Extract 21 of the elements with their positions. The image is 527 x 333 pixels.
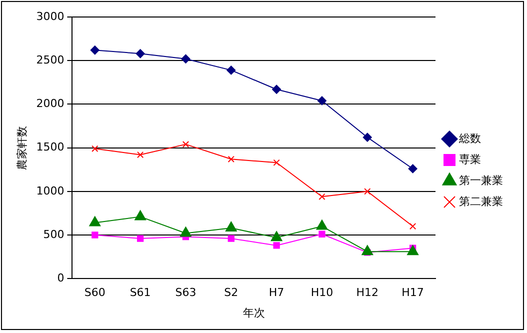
- y-tick-label: 2500: [36, 53, 64, 66]
- y-tick-label: 1500: [36, 140, 64, 154]
- x-tick-label: S2: [224, 286, 238, 300]
- legend-label: 第一兼業: [459, 174, 503, 187]
- y-axis-title: 農家軒数: [15, 126, 28, 170]
- y-tick-label: 1000: [36, 184, 64, 198]
- x-tick-label: H12: [356, 286, 379, 300]
- x-tick-label: H7: [268, 286, 284, 300]
- x-tick-label: H10: [310, 286, 334, 300]
- x-tick-label: S63: [175, 286, 196, 300]
- legend-label: 専業: [459, 152, 481, 166]
- x-axis-title: 年次: [242, 306, 265, 320]
- x-tick-label: H17: [402, 286, 424, 300]
- x-tick-label: S60: [84, 286, 106, 300]
- y-tick-label: 2000: [36, 97, 64, 110]
- y-tick-label: 0: [57, 271, 64, 284]
- y-tick-label: 3000: [36, 10, 64, 23]
- legend-label: 第二兼業: [459, 194, 503, 208]
- y-tick-label: 500: [43, 228, 64, 241]
- x-tick-label: S61: [130, 286, 151, 300]
- legend-label: 総数: [458, 132, 481, 145]
